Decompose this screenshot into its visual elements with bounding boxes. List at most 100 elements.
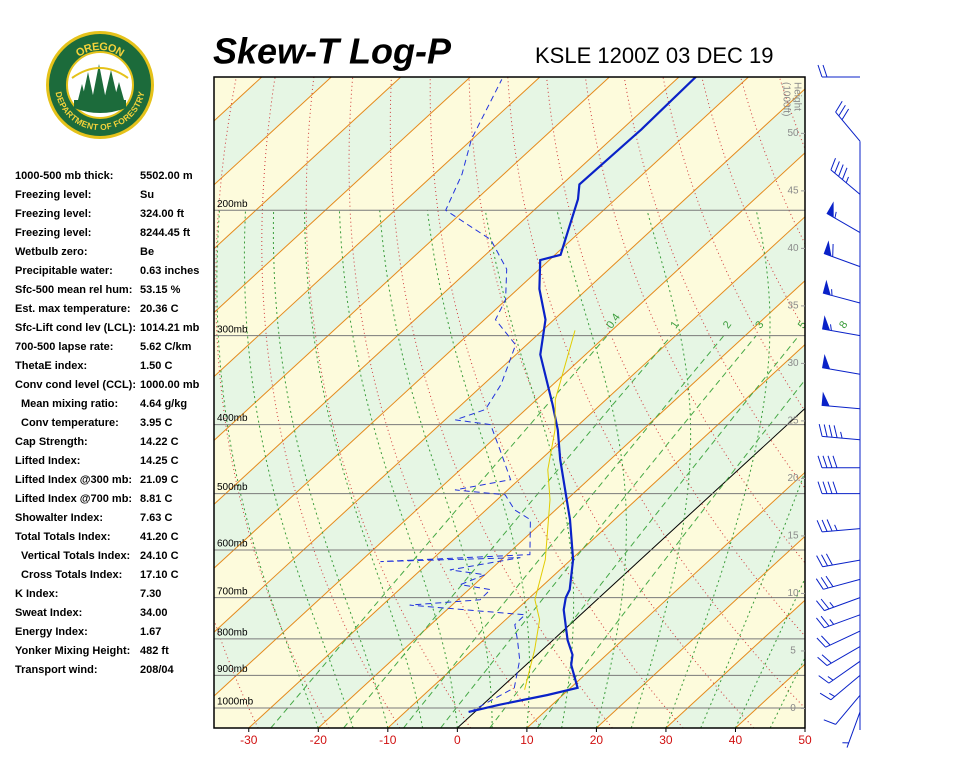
isotherm bbox=[214, 77, 680, 506]
index-value: 7.30 bbox=[140, 588, 161, 600]
moist-adiabat bbox=[338, 210, 458, 728]
isotherm bbox=[526, 471, 805, 728]
axes: 0.4 1 2 3 5 8200mb300mb400mb500mb600mb700mb80… bbox=[213, 76, 851, 747]
dry-adiabat bbox=[740, 77, 805, 245]
pressure-label: 1000mb bbox=[217, 697, 254, 708]
y2-tick-label: 20 bbox=[787, 473, 799, 484]
index-label: 700-500 lapse rate: bbox=[15, 341, 113, 353]
moist-adiabat bbox=[379, 210, 493, 728]
wind-barb bbox=[842, 711, 861, 748]
wind-barb bbox=[815, 575, 861, 590]
wind-barb bbox=[818, 423, 861, 441]
index-label: Lifted Index @300 mb: bbox=[15, 474, 132, 486]
index-value: 20.36 C bbox=[140, 303, 179, 315]
index-label: Freezing level: bbox=[15, 227, 91, 239]
dry-adiabat bbox=[857, 77, 960, 728]
wind-barb bbox=[823, 240, 861, 268]
index-value: 4.64 g/kg bbox=[140, 398, 187, 410]
index-value: 7.63 C bbox=[140, 512, 172, 524]
y2-tick-label: 40 bbox=[787, 243, 799, 254]
isotherm bbox=[596, 535, 805, 728]
index-value: 34.00 bbox=[140, 607, 168, 619]
sounding-line bbox=[524, 330, 576, 690]
isotherm bbox=[214, 152, 805, 697]
mixing-ratio-line bbox=[403, 335, 725, 728]
pressure-label: 900mb bbox=[217, 664, 248, 675]
wind-barb bbox=[817, 646, 861, 667]
mixing-ratio-label: 5 bbox=[796, 319, 809, 331]
y2-tick-label: 5 bbox=[790, 646, 796, 657]
sounding-line bbox=[380, 79, 531, 713]
isotherm bbox=[248, 216, 805, 728]
isotherm bbox=[214, 88, 805, 633]
index-label: ThetaE index: bbox=[15, 360, 87, 372]
moist-adiabat bbox=[630, 210, 692, 728]
isotherm bbox=[214, 77, 471, 314]
chart-subtitle: KSLE 1200Z 03 DEC 19 bbox=[535, 43, 773, 68]
index-value: 17.10 C bbox=[140, 569, 179, 581]
index-value: 24.10 C bbox=[140, 550, 179, 562]
index-label: Vertical Totals Index: bbox=[21, 550, 130, 562]
wind-barb bbox=[816, 597, 861, 612]
dry-adiabat bbox=[896, 77, 960, 728]
wind-barb bbox=[816, 614, 861, 629]
index-label: Sfc-500 mean rel hum: bbox=[15, 284, 132, 296]
isotherm bbox=[804, 727, 805, 728]
indices-table: 1000-500 mb thick: 5502.00 m Freezing leve… bbox=[15, 170, 200, 676]
index-value: 0.63 inches bbox=[140, 265, 199, 277]
chart-title: Skew-T Log-P bbox=[213, 31, 452, 72]
wind-barb bbox=[822, 353, 861, 375]
dry-adiabat bbox=[935, 77, 960, 728]
index-label: Freezing level: bbox=[15, 208, 91, 220]
wind-barb bbox=[816, 553, 861, 568]
index-value: 1000.00 mb bbox=[140, 379, 200, 391]
moist-adiabat bbox=[735, 577, 805, 728]
index-label: Conv cond level (CCL): bbox=[15, 379, 136, 391]
index-value: 14.22 C bbox=[140, 436, 179, 448]
index-label: 1000-500 mb thick: bbox=[15, 170, 113, 182]
wind-barb bbox=[819, 675, 861, 701]
moist-adiabat bbox=[556, 210, 627, 728]
dry-adiabat bbox=[778, 77, 805, 150]
y2-tick-label: 15 bbox=[787, 531, 799, 542]
index-value: 1014.21 mb bbox=[140, 322, 200, 334]
index-value: 208/04 bbox=[140, 664, 175, 676]
wind-barb bbox=[816, 630, 861, 648]
isotherm bbox=[214, 77, 402, 250]
moist-adiabat bbox=[665, 210, 771, 728]
dry-adiabat bbox=[215, 77, 330, 728]
isotherm bbox=[214, 77, 749, 569]
logo-sun bbox=[71, 67, 129, 79]
logo-top: OREGON bbox=[74, 41, 126, 60]
moist-adiabat bbox=[304, 210, 424, 728]
index-label: Freezing level: bbox=[15, 189, 91, 201]
pressure-label: 600mb bbox=[217, 539, 248, 550]
pressure-label: 400mb bbox=[217, 413, 248, 424]
dry-adiabat bbox=[623, 77, 805, 489]
wind-barb bbox=[818, 660, 861, 684]
wind-barb bbox=[822, 315, 861, 337]
index-value: 1.50 C bbox=[140, 360, 172, 372]
wind-barb bbox=[816, 519, 861, 533]
moist-adiabat bbox=[484, 210, 575, 728]
y2-axis-unit: (1000ft) bbox=[780, 82, 791, 116]
index-label: Transport wind: bbox=[15, 664, 98, 676]
moist-adiabat bbox=[243, 210, 354, 728]
x-tick-label: 40 bbox=[729, 733, 743, 747]
y2-tick-label: 25 bbox=[787, 416, 799, 427]
index-value: 5.62 C/km bbox=[140, 341, 192, 353]
wind-barb bbox=[821, 391, 861, 410]
soundings bbox=[380, 77, 698, 713]
index-label: Mean mixing ratio: bbox=[21, 398, 118, 410]
index-value: 5502.00 m bbox=[140, 170, 193, 182]
index-value: 8.81 C bbox=[140, 493, 172, 505]
wind-barb bbox=[817, 455, 860, 469]
wind-barb bbox=[822, 279, 861, 304]
index-label: Wetbulb zero: bbox=[15, 246, 88, 258]
wind-barb bbox=[823, 694, 861, 725]
wind-barb bbox=[830, 158, 861, 195]
index-value: 21.09 C bbox=[140, 474, 179, 486]
index-value: Su bbox=[140, 189, 154, 201]
freezing-isotherm bbox=[457, 407, 805, 728]
